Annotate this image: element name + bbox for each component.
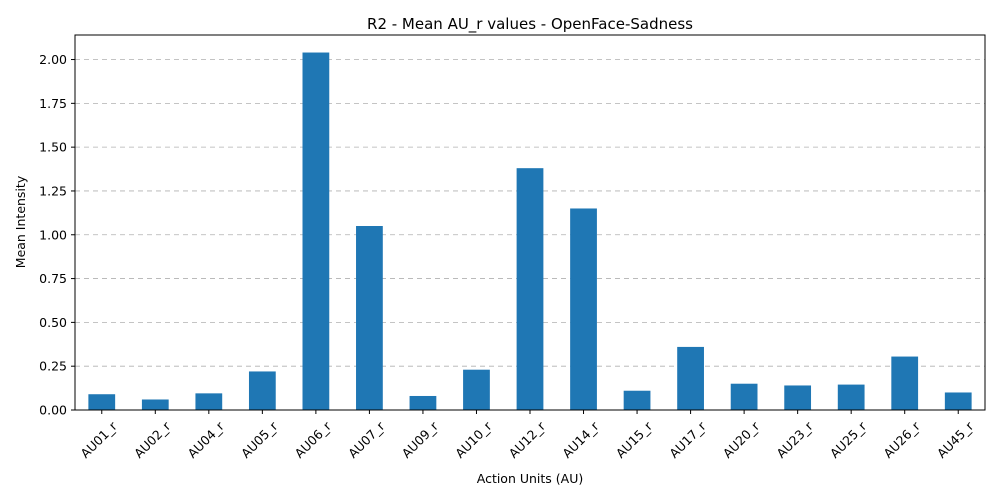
bar bbox=[784, 385, 812, 410]
x-tick-label: AU02_r bbox=[131, 418, 174, 461]
y-tick-label: 0.75 bbox=[39, 271, 67, 286]
y-tick-label: 2.00 bbox=[39, 52, 67, 67]
bars-layer bbox=[88, 52, 972, 410]
x-tick-label: AU12_r bbox=[506, 418, 549, 461]
y-tick-label: 1.75 bbox=[39, 96, 67, 111]
bar bbox=[944, 392, 972, 410]
y-axis-label: Mean Intensity bbox=[13, 175, 28, 268]
bar bbox=[195, 393, 223, 410]
chart-title: R2 - Mean AU_r values - OpenFace-Sadness bbox=[367, 15, 693, 34]
x-tick-label: AU23_r bbox=[773, 418, 816, 461]
bar bbox=[516, 168, 544, 410]
bar bbox=[88, 394, 116, 410]
x-tick-label: AU20_r bbox=[720, 418, 763, 461]
bar bbox=[248, 371, 276, 410]
bar bbox=[570, 208, 597, 410]
y-tick-label: 0.00 bbox=[39, 403, 67, 418]
x-tick-label: AU15_r bbox=[613, 418, 656, 461]
bar bbox=[837, 384, 865, 410]
bar bbox=[623, 390, 651, 410]
y-tick-label: 0.50 bbox=[39, 315, 67, 330]
y-tick-label: 1.25 bbox=[39, 183, 67, 198]
x-axis-label: Action Units (AU) bbox=[477, 471, 584, 486]
x-tick-label: AU04_r bbox=[185, 418, 228, 461]
x-tick-label: AU10_r bbox=[452, 418, 495, 461]
bar bbox=[891, 356, 919, 410]
bar bbox=[463, 369, 490, 410]
bar bbox=[356, 226, 383, 410]
x-tick-label: AU01_r bbox=[77, 418, 120, 461]
y-tick-label: 1.50 bbox=[39, 140, 67, 155]
x-tick-label: AU06_r bbox=[292, 418, 335, 461]
bar bbox=[409, 395, 437, 410]
bar bbox=[302, 52, 330, 410]
bar bbox=[730, 383, 758, 410]
plot-frame bbox=[74, 34, 986, 411]
x-tick-label: AU05_r bbox=[238, 418, 281, 461]
x-tick-label: AU45_r bbox=[934, 418, 977, 461]
x-tick-label: AU14_r bbox=[559, 418, 602, 461]
bar bbox=[141, 399, 169, 410]
x-tick-label: AU26_r bbox=[880, 418, 923, 461]
y-axis: 0.00 0.25 0.50 0.75 1.00 1.25 1.50 1.75 2.00 bbox=[39, 52, 75, 418]
bar bbox=[677, 346, 704, 410]
x-axis: AU01_r AU02_r AU04_r AU05_r AU06_r AU07_r AU09… bbox=[77, 410, 977, 461]
x-tick-label: AU25_r bbox=[827, 418, 870, 461]
y-tick-label: 1.00 bbox=[39, 227, 67, 242]
x-tick-label: AU09_r bbox=[399, 418, 442, 461]
x-tick-label: AU17_r bbox=[666, 418, 709, 461]
y-tick-label: 0.25 bbox=[39, 359, 67, 374]
x-tick-label: AU07_r bbox=[345, 418, 388, 461]
